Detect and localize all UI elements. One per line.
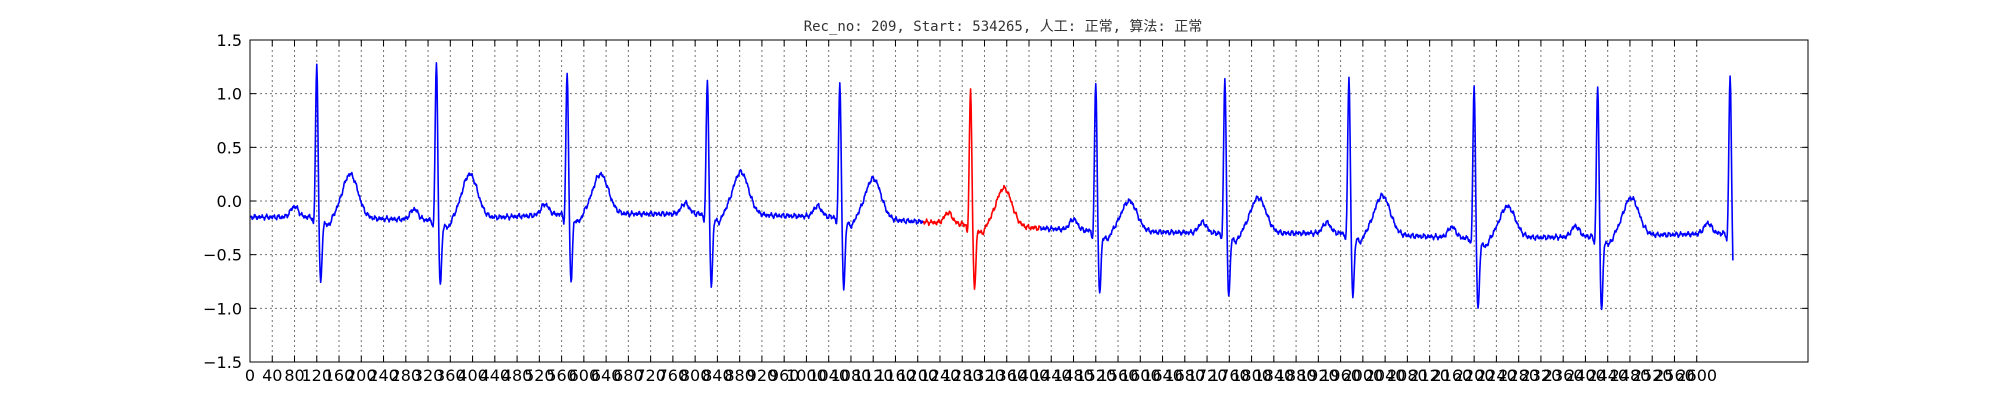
x-tick-label: 760	[658, 366, 689, 385]
x-tick-label: 1840	[1253, 366, 1294, 385]
x-tick-label: 1600	[1120, 366, 1161, 385]
x-tick-label: 440	[480, 366, 511, 385]
x-tick-label: 2520	[1632, 366, 1673, 385]
x-tick-label: 1320	[964, 366, 1005, 385]
x-tick-label: 600	[569, 366, 600, 385]
x-tick-label: 1160	[875, 366, 916, 385]
x-tick-label: 1760	[1209, 366, 1250, 385]
x-tick-label: 2480	[1610, 366, 1651, 385]
x-tick-label: 2280	[1498, 366, 1539, 385]
x-tick-label: 2000	[1342, 366, 1383, 385]
chart-title: Rec_no: 209, Start: 534265, 人工: 正常, 算法: …	[804, 19, 1203, 35]
x-tick-label: 2120	[1409, 366, 1450, 385]
x-tick-label: 720	[635, 366, 666, 385]
x-tick-label: 120	[301, 366, 332, 385]
x-tick-label: 880	[724, 366, 755, 385]
x-tick-label: 520	[524, 366, 555, 385]
x-tick-label: 1920	[1298, 366, 1339, 385]
x-tick-label: 1240	[920, 366, 961, 385]
x-tick-label: 1400	[1009, 366, 1050, 385]
x-tick-label: 2160	[1432, 366, 1473, 385]
x-tick-label: 1800	[1231, 366, 1272, 385]
x-tick-label: 2200	[1454, 366, 1495, 385]
x-tick-label: 960	[769, 366, 800, 385]
x-tick-label: 40	[262, 366, 282, 385]
x-tick-label: 1560	[1098, 366, 1139, 385]
y-tick-label: 0.0	[217, 192, 242, 211]
x-tick-label: 560	[546, 366, 577, 385]
x-tick-label: 1000	[786, 366, 827, 385]
x-tick-label: 1120	[853, 366, 894, 385]
x-tick-label: 360	[435, 366, 466, 385]
ecg-trace-normal	[1039, 75, 1734, 311]
ecg-trace-layer	[249, 61, 1734, 311]
y-tick-label: −0.5	[203, 246, 242, 265]
x-tick-label: 80	[284, 366, 304, 385]
x-tick-label: 160	[324, 366, 355, 385]
x-tick-label: 1200	[897, 366, 938, 385]
y-tick-label: 0.5	[217, 138, 242, 157]
x-tick-label: 2240	[1476, 366, 1517, 385]
x-axis: 0 40 8012016020024028032036040044048052056…	[245, 40, 1717, 385]
x-tick-label: 1720	[1187, 366, 1228, 385]
x-tick-label: 2440	[1587, 366, 1628, 385]
grid-layer	[250, 39, 1808, 363]
x-tick-label: 1680	[1164, 366, 1205, 385]
ecg-trace-highlighted	[922, 88, 1041, 290]
x-tick-label: 2400	[1565, 366, 1606, 385]
y-tick-label: 1.0	[217, 85, 242, 104]
y-tick-label: −1.5	[203, 353, 242, 372]
x-tick-label: 2360	[1543, 366, 1584, 385]
x-tick-label: 1040	[808, 366, 849, 385]
x-tick-label: 1640	[1142, 366, 1183, 385]
x-tick-label: 200	[346, 366, 377, 385]
x-tick-label: 320	[413, 366, 444, 385]
y-tick-label: −1.0	[203, 299, 242, 318]
x-tick-label: 2600	[1676, 366, 1717, 385]
ecg-trace-normal	[249, 61, 925, 291]
x-tick-label: 2320	[1521, 366, 1562, 385]
x-tick-label: 2560	[1654, 366, 1695, 385]
x-tick-label: 680	[613, 366, 644, 385]
x-tick-label: 280	[391, 366, 422, 385]
x-tick-label: 1480	[1053, 366, 1094, 385]
x-tick-label: 920	[747, 366, 778, 385]
x-tick-label: 1880	[1276, 366, 1317, 385]
x-tick-label: 1440	[1031, 366, 1072, 385]
x-tick-label: 400	[457, 366, 488, 385]
x-tick-label: 2080	[1387, 366, 1428, 385]
x-tick-label: 1960	[1320, 366, 1361, 385]
x-tick-label: 1080	[831, 366, 872, 385]
x-tick-label: 1280	[942, 366, 983, 385]
x-tick-label: 480	[502, 366, 533, 385]
x-tick-label: 0	[245, 366, 255, 385]
x-tick-label: 840	[702, 366, 733, 385]
x-tick-label: 640	[591, 366, 622, 385]
y-axis: −1.5 −1.0 −0.5 0.0 0.5 1.0 1.5	[203, 31, 1808, 372]
x-tick-label: 2040	[1365, 366, 1406, 385]
y-tick-label: 1.5	[217, 31, 242, 50]
x-tick-label: 240	[368, 366, 399, 385]
x-tick-label: 800	[680, 366, 711, 385]
x-tick-label: 1520	[1075, 366, 1116, 385]
x-tick-label: 1360	[986, 366, 1027, 385]
